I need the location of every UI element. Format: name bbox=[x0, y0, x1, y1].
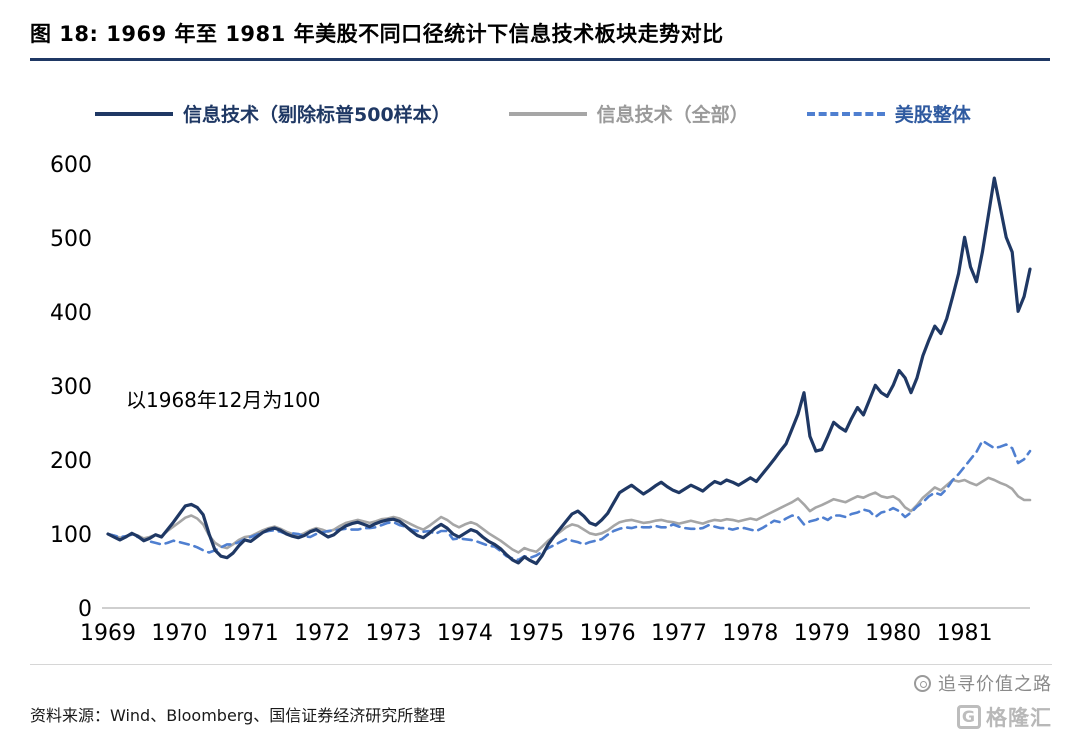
x-tick-label: 1979 bbox=[794, 621, 850, 646]
gray-solid-line-swatch bbox=[508, 111, 587, 116]
line-chart: 0 100 200 300 400 500 600 1969 1970 1971 1972 1973 1… bbox=[50, 153, 1032, 646]
x-tick-label: 1973 bbox=[366, 621, 422, 646]
y-tick-label: 0 bbox=[78, 597, 92, 622]
blue-dashed-line-swatch bbox=[806, 111, 885, 116]
navy-solid-line-swatch bbox=[95, 111, 173, 116]
chart-area: 0 100 200 300 400 500 600 1969 1970 1971 1972 1973 1… bbox=[30, 138, 1050, 646]
watermarks: 追寻价值之路 G 格隆汇 bbox=[914, 670, 1052, 732]
y-tick-label: 400 bbox=[50, 301, 92, 326]
index-base-annotation: 以1968年12月为100 bbox=[126, 388, 321, 412]
title-divider bbox=[30, 58, 1050, 61]
y-tick-label: 200 bbox=[50, 449, 92, 474]
x-tick-label: 1975 bbox=[508, 621, 564, 646]
y-tick-label: 600 bbox=[50, 153, 92, 178]
legend: 信息技术（剔除标普500样本） 信息技术（全部） 美股整体 bbox=[95, 100, 1050, 127]
footer-divider bbox=[30, 664, 1052, 665]
legend-item-it-all: 信息技术（全部） bbox=[508, 100, 749, 127]
gelonghui-text: 格隆汇 bbox=[986, 706, 1052, 730]
x-tick-label: 1970 bbox=[151, 621, 207, 646]
x-tick-label: 1971 bbox=[223, 621, 279, 646]
chart-title: 图 18: 1969 年至 1981 年美股不同口径统计下信息技术板块走势对比 bbox=[30, 22, 724, 46]
x-tick-label: 1977 bbox=[651, 621, 707, 646]
legend-item-us-overall: 美股整体 bbox=[806, 100, 971, 127]
x-tick-label: 1978 bbox=[722, 621, 778, 646]
legend-label-us-overall: 美股整体 bbox=[894, 104, 971, 126]
legend-label-it-all: 信息技术（全部） bbox=[596, 104, 749, 126]
x-tick-label: 1974 bbox=[437, 621, 493, 646]
y-tick-label: 300 bbox=[50, 375, 92, 400]
series-line-1 bbox=[106, 476, 1032, 554]
x-tick-label: 1981 bbox=[937, 621, 993, 646]
coin-logo-icon bbox=[914, 674, 931, 692]
y-tick-label: 100 bbox=[50, 523, 92, 548]
x-tick-label: 1976 bbox=[580, 621, 636, 646]
legend-item-it-excl-sp500: 信息技术（剔除标普500样本） bbox=[95, 100, 451, 127]
footer: 资料来源：Wind、Bloomberg、国信证券经济研究所整理 追寻价值之路 G… bbox=[30, 664, 1052, 730]
gelonghui-g-icon: G bbox=[957, 705, 981, 729]
series-line-0 bbox=[106, 176, 1032, 566]
source-text: 资料来源：Wind、Bloomberg、国信证券经济研究所整理 bbox=[30, 706, 446, 725]
gelonghui-logo: G 格隆汇 bbox=[914, 702, 1052, 732]
header: 图 18: 1969 年至 1981 年美股不同口径统计下信息技术板块走势对比 bbox=[30, 18, 1050, 61]
y-tick-label: 500 bbox=[50, 227, 92, 252]
legend-label-it-excl-sp500: 信息技术（剔除标普500样本） bbox=[183, 104, 451, 126]
watermark-text: 追寻价值之路 bbox=[938, 674, 1052, 695]
watermark-value-path: 追寻价值之路 bbox=[914, 670, 1052, 696]
series-line-2 bbox=[106, 439, 1032, 562]
x-tick-label: 1972 bbox=[294, 621, 350, 646]
x-tick-label: 1969 bbox=[80, 621, 136, 646]
x-tick-label: 1980 bbox=[865, 621, 921, 646]
